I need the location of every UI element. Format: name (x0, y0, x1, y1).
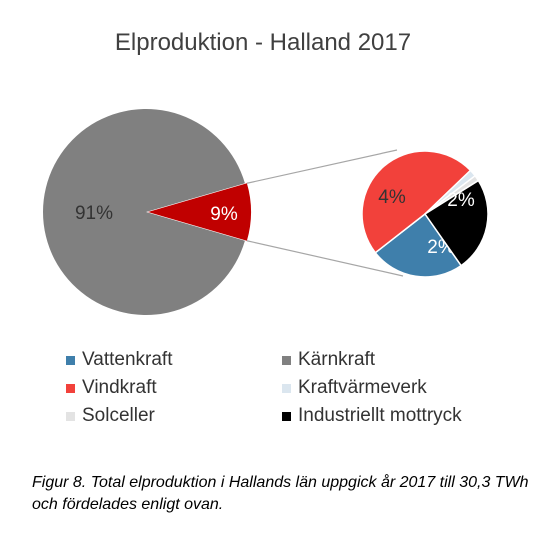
legend-item-vindkraft: Vindkraft (66, 377, 157, 398)
legend-item-kraftvarmeverk: Kraftvärmeverk (282, 377, 427, 398)
legend-label-vattenkraft: Vattenkraft (82, 349, 173, 370)
legend: Vattenkraft Kärnkraft Vindkraft Kraftvärmev… (66, 349, 462, 426)
legend-label-karnkraft: Kärnkraft (298, 349, 376, 370)
legend-label-solceller: Solceller (82, 405, 156, 426)
slice-vindkraft (361, 150, 472, 254)
pie-of-pie-chart: Elproduktion - Halland 2017 91% 9% 2%4% 2%… (43, 29, 489, 426)
legend-item-karnkraft: Kärnkraft (282, 349, 376, 370)
slice-karnkraft (43, 108, 245, 315)
legend-swatch-vattenkraft (66, 356, 75, 365)
connector-lines (246, 149, 404, 277)
legend-swatch-kraftvarmeverk (282, 384, 291, 393)
legend-label-kraftvarmeverk: Kraftvärmeverk (298, 377, 427, 398)
data-label-vindkraft: 4% (378, 187, 406, 208)
connector-line-bottom (246, 240, 404, 277)
legend-swatch-vindkraft (66, 384, 75, 393)
data-label-industriellt-mottryck: 2% (447, 190, 475, 211)
figure-caption: Figur 8. Total elproduktion i Hallands l… (32, 474, 529, 513)
slice-ovrigt (148, 183, 252, 241)
legend-label-industriellt-mottryck: Industriellt mottryck (298, 405, 462, 426)
legend-swatch-karnkraft (282, 356, 291, 365)
legend-item-industriellt-mottryck: Industriellt mottryck (282, 405, 462, 426)
chart-title: Elproduktion - Halland 2017 (115, 29, 411, 56)
connector-line-top (246, 149, 398, 184)
legend-label-vindkraft: Vindkraft (82, 377, 157, 398)
slice-vattenkraft (374, 212, 463, 278)
legend-item-solceller: Solceller (66, 405, 156, 426)
slice-industriellt-mottryck (423, 179, 489, 267)
breakout-pie: 2%4% 2% (361, 150, 489, 278)
data-label-karnkraft: 91% (75, 203, 113, 224)
legend-swatch-solceller (66, 412, 75, 421)
data-label-ovrigt: 9% (210, 204, 238, 225)
legend-swatch-industriellt-mottryck (282, 412, 291, 421)
main-pie: 91% 9% (43, 108, 252, 315)
legend-item-vattenkraft: Vattenkraft (66, 349, 173, 370)
